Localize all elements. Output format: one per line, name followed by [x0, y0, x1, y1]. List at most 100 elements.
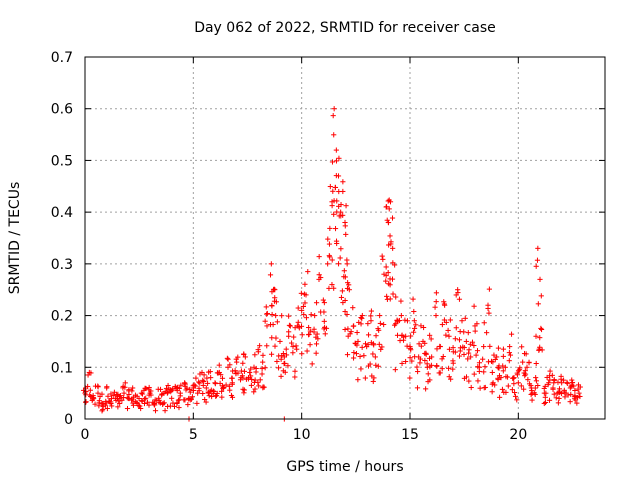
- data-point: [323, 325, 330, 331]
- data-point: [358, 321, 364, 327]
- data-point: [402, 317, 408, 323]
- data-point: [327, 225, 333, 232]
- data-point: [511, 389, 518, 396]
- data-point: [446, 333, 452, 339]
- data-point: [456, 337, 463, 343]
- data-point: [519, 344, 525, 350]
- data-point: [475, 364, 481, 370]
- data-point: [532, 385, 538, 391]
- data-point: [370, 351, 376, 357]
- y-tick-label: 0.4: [51, 205, 73, 221]
- data-point: [83, 399, 89, 405]
- data-point: [387, 296, 393, 302]
- data-point: [273, 335, 279, 341]
- data-point: [538, 325, 544, 332]
- data-point: [326, 241, 333, 247]
- data-point: [217, 380, 223, 387]
- data-point: [295, 305, 301, 311]
- data-point: [564, 380, 570, 386]
- data-point: [472, 328, 478, 334]
- data-point: [524, 364, 530, 370]
- data-point: [104, 405, 110, 412]
- data-point: [241, 368, 248, 374]
- data-point: [575, 386, 581, 392]
- data-point: [368, 308, 375, 314]
- data-point: [556, 389, 563, 395]
- data-point: [558, 376, 564, 382]
- data-point: [385, 219, 392, 226]
- data-point: [535, 301, 541, 307]
- data-point: [124, 405, 131, 412]
- data-point: [480, 356, 486, 362]
- data-point: [339, 288, 345, 294]
- data-point: [338, 201, 344, 208]
- data-point: [390, 260, 396, 266]
- data-point: [275, 365, 282, 371]
- data-point: [188, 396, 194, 402]
- data-point: [461, 344, 467, 351]
- data-point: [537, 335, 543, 341]
- data-point: [555, 379, 561, 385]
- data-point: [486, 286, 492, 292]
- data-point: [533, 360, 539, 367]
- data-point: [187, 386, 193, 393]
- data-point: [105, 393, 111, 399]
- data-point: [387, 233, 393, 239]
- data-point: [146, 402, 152, 408]
- data-point: [141, 396, 148, 402]
- data-point: [235, 370, 241, 376]
- data-point: [514, 372, 521, 378]
- data-point: [534, 257, 541, 263]
- data-point: [466, 378, 472, 384]
- data-point: [555, 400, 561, 406]
- data-point: [359, 344, 365, 350]
- data-point: [107, 399, 113, 405]
- data-point: [196, 385, 202, 391]
- data-point: [224, 355, 230, 361]
- data-point: [301, 291, 308, 297]
- data-point: [220, 384, 226, 390]
- data-point: [253, 365, 259, 372]
- data-point: [481, 320, 487, 326]
- data-point: [273, 299, 279, 305]
- data-point: [410, 296, 416, 302]
- data-point: [433, 312, 439, 319]
- data-point: [386, 197, 392, 203]
- data-point: [389, 276, 396, 282]
- data-point: [456, 353, 463, 359]
- data-point: [510, 375, 516, 381]
- y-tick-label: 0.2: [51, 309, 73, 325]
- data-point: [248, 366, 254, 372]
- data-point: [229, 394, 236, 400]
- data-point: [528, 383, 534, 389]
- data-point: [219, 394, 225, 400]
- data-point: [482, 364, 488, 370]
- data-point: [342, 308, 348, 315]
- data-point: [325, 236, 331, 242]
- data-point: [415, 368, 421, 375]
- data-point: [337, 255, 343, 261]
- data-point: [226, 383, 232, 389]
- data-point: [274, 319, 280, 325]
- data-point: [288, 340, 295, 346]
- data-point: [416, 341, 422, 347]
- data-point: [462, 315, 468, 321]
- data-point: [523, 351, 529, 357]
- data-point: [537, 344, 543, 350]
- data-point: [264, 343, 270, 349]
- data-point: [295, 319, 301, 325]
- data-point: [268, 261, 274, 267]
- data-point: [568, 391, 574, 398]
- data-point: [396, 317, 403, 324]
- data-point: [420, 324, 427, 331]
- data-point: [229, 381, 235, 387]
- data-point: [252, 386, 258, 392]
- data-point: [181, 397, 187, 403]
- data-point: [262, 365, 268, 371]
- data-point: [383, 278, 389, 284]
- data-point: [474, 321, 480, 327]
- data-point: [443, 332, 449, 338]
- data-point: [439, 321, 445, 328]
- data-point: [359, 315, 365, 321]
- data-point: [372, 354, 378, 360]
